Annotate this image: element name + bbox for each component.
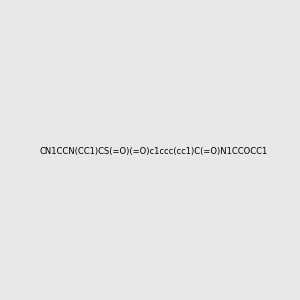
Text: CN1CCN(CC1)CS(=O)(=O)c1ccc(cc1)C(=O)N1CCOCC1: CN1CCN(CC1)CS(=O)(=O)c1ccc(cc1)C(=O)N1CC… [40, 147, 268, 156]
